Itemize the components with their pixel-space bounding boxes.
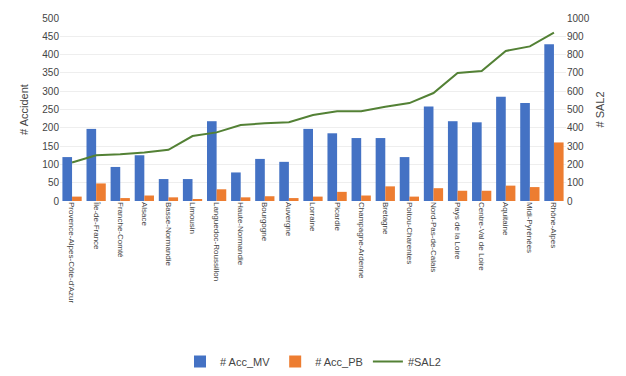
svg-text:700: 700 <box>567 67 584 78</box>
svg-text:200: 200 <box>42 122 59 133</box>
svg-text:Alsace: Alsace <box>140 202 149 227</box>
svg-text:Auvergne: Auvergne <box>284 202 293 237</box>
svg-text:#SAL2: #SAL2 <box>408 356 441 368</box>
svg-text:Île-de-France: Île-de-France <box>92 201 101 250</box>
svg-text:Rhône-Alpes: Rhône-Alpes <box>549 202 558 248</box>
svg-text:Picardie: Picardie <box>333 202 342 231</box>
svg-text:Basse-Normandie: Basse-Normandie <box>164 202 173 267</box>
svg-text:Nord-Pas-de-Calais: Nord-Pas-de-Calais <box>429 202 438 272</box>
svg-text:Poitou-Charentes: Poitou-Charentes <box>405 202 414 264</box>
svg-text:Languedoc-Roussillon: Languedoc-Roussillon <box>212 202 221 281</box>
svg-text:Provence-Alpes-Côte-d'Azur: Provence-Alpes-Côte-d'Azur <box>67 202 76 303</box>
svg-text:450: 450 <box>42 31 59 42</box>
svg-text:Pays de la Loire: Pays de la Loire <box>453 202 462 260</box>
svg-text:# SAL2: # SAL2 <box>594 91 606 127</box>
svg-text:0: 0 <box>53 196 59 207</box>
svg-text:Limousin: Limousin <box>188 202 197 234</box>
svg-text:250: 250 <box>42 104 59 115</box>
svg-text:200: 200 <box>567 159 584 170</box>
svg-text:# Accident: # Accident <box>18 84 30 135</box>
svg-text:1000: 1000 <box>567 13 590 24</box>
svg-text:600: 600 <box>567 86 584 97</box>
svg-text:500: 500 <box>42 13 59 24</box>
svg-text:400: 400 <box>567 122 584 133</box>
svg-text:Champagne-Ardenne: Champagne-Ardenne <box>357 202 366 279</box>
svg-text:300: 300 <box>567 141 584 152</box>
svg-text:Aquitaine: Aquitaine <box>501 202 510 236</box>
svg-text:100: 100 <box>42 159 59 170</box>
svg-text:# Acc_MV: # Acc_MV <box>220 356 270 368</box>
svg-text:350: 350 <box>42 67 59 78</box>
svg-text:0: 0 <box>567 196 573 207</box>
svg-text:900: 900 <box>567 31 584 42</box>
svg-text:400: 400 <box>42 49 59 60</box>
svg-text:Midi-Pyrénées: Midi-Pyrénées <box>525 202 534 253</box>
svg-text:Centre-Val de Loire: Centre-Val de Loire <box>477 202 486 271</box>
svg-text:Bourgogne: Bourgogne <box>260 202 269 242</box>
svg-text:100: 100 <box>567 177 584 188</box>
svg-text:Haute-Normandie: Haute-Normandie <box>236 202 245 266</box>
svg-text:Franche-Comté: Franche-Comté <box>116 202 125 258</box>
svg-text:300: 300 <box>42 86 59 97</box>
svg-text:500: 500 <box>567 104 584 115</box>
svg-text:Bretagne: Bretagne <box>381 202 390 235</box>
svg-text:800: 800 <box>567 49 584 60</box>
svg-text:# Acc_PB: # Acc_PB <box>315 356 363 368</box>
svg-text:150: 150 <box>42 141 59 152</box>
svg-text:Lorraine: Lorraine <box>308 202 317 232</box>
svg-text:50: 50 <box>48 177 60 188</box>
